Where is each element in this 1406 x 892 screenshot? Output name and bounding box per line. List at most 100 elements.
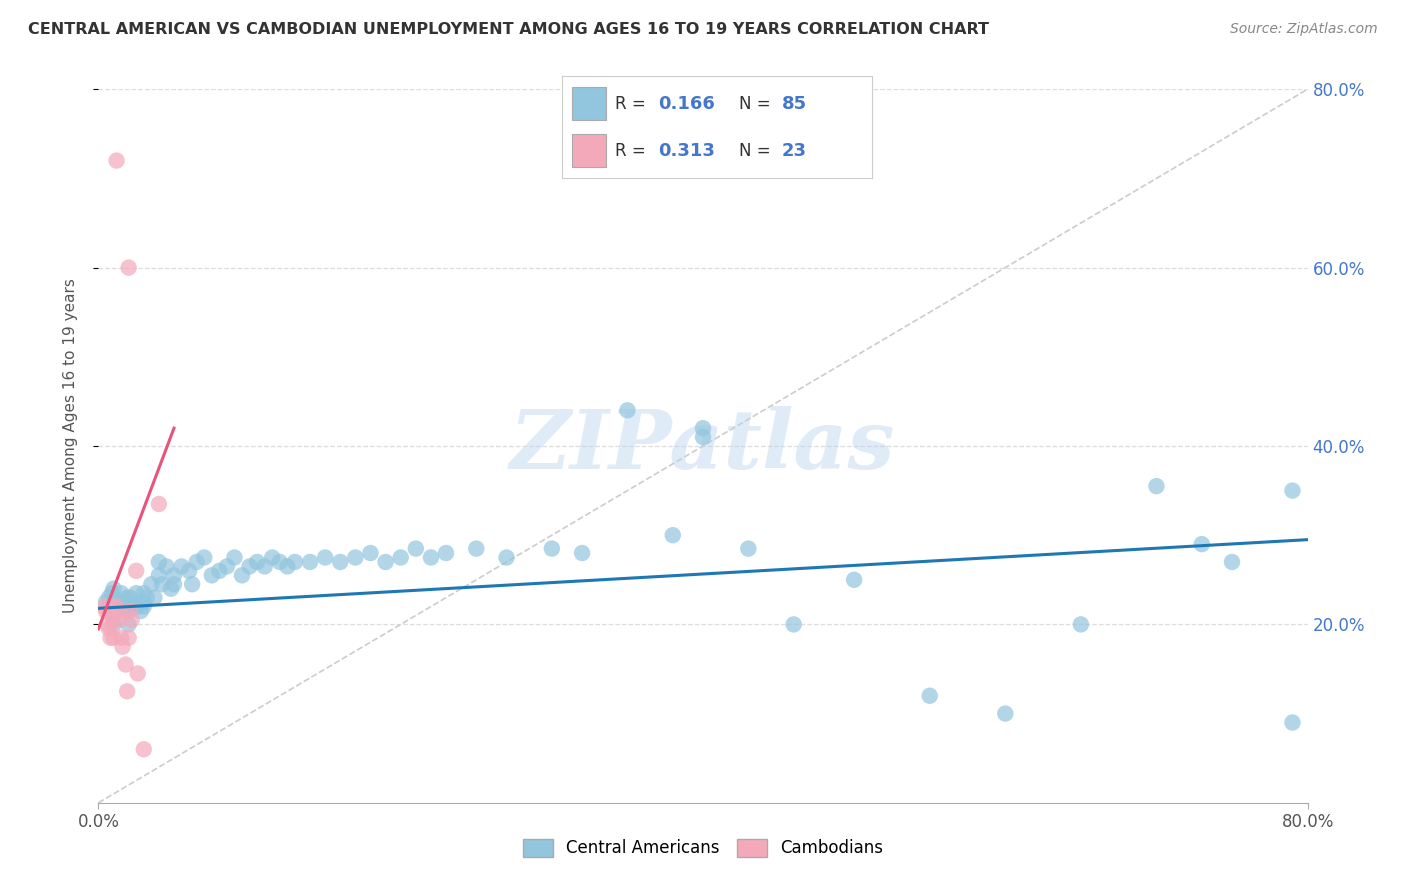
Point [262,550,284,565]
Point [344,550,367,565]
Point [215,559,238,574]
Point [918,689,941,703]
Point [111,640,134,654]
Point [103,599,125,614]
Point [1281,715,1303,730]
Point [155,559,177,574]
Point [129,604,152,618]
Point [115,591,138,605]
Text: 23: 23 [782,142,807,160]
Point [1281,483,1303,498]
Point [148,497,170,511]
Point [239,559,262,574]
Point [132,599,155,614]
Point [107,604,129,618]
Point [132,742,155,756]
Point [118,631,141,645]
Point [101,599,124,614]
Point [120,591,142,605]
Point [118,260,141,275]
Point [495,550,517,565]
Point [1191,537,1213,551]
Text: N =: N = [738,142,776,160]
Point [420,550,443,565]
Point [314,550,336,565]
Text: 0.313: 0.313 [658,142,716,160]
Text: N =: N = [738,95,776,112]
Point [148,555,170,569]
Point [224,550,246,565]
Point [121,613,143,627]
Point [662,528,685,542]
Point [179,564,201,578]
Point [150,577,173,591]
Point [111,599,134,614]
Point [121,595,143,609]
Point [465,541,488,556]
Point [132,595,155,609]
Point [1220,555,1243,569]
Point [692,421,714,435]
Point [186,555,208,569]
Point [160,582,183,596]
Point [118,617,141,632]
Legend: Central Americans, Cambodians: Central Americans, Cambodians [515,830,891,866]
Point [103,582,125,596]
Point [737,541,759,556]
Point [276,559,298,574]
Point [110,586,132,600]
Point [96,617,118,632]
Point [143,591,166,605]
Point [115,684,138,698]
Point [98,591,121,605]
Y-axis label: Unemployment Among Ages 16 to 19 years: Unemployment Among Ages 16 to 19 years [63,278,77,614]
Point [181,577,204,591]
Point [122,599,145,614]
Text: 0.166: 0.166 [658,95,716,112]
Point [103,608,125,623]
Point [692,430,714,444]
Point [163,577,186,591]
Point [94,604,117,618]
Point [105,153,128,168]
Point [127,666,149,681]
Point [125,564,148,578]
Point [1070,617,1092,632]
Point [783,617,806,632]
Point [118,604,141,618]
FancyBboxPatch shape [572,135,606,167]
Point [201,568,224,582]
Point [103,617,125,632]
Point [193,550,215,565]
Point [100,631,122,645]
Point [105,599,128,614]
Text: Source: ZipAtlas.com: Source: ZipAtlas.com [1230,22,1378,37]
Point [107,595,129,609]
Point [329,555,352,569]
Point [103,604,125,618]
Point [110,631,132,645]
Point [163,568,186,582]
Point [170,559,193,574]
Point [135,591,157,605]
Point [269,555,291,569]
Point [127,599,149,614]
Point [132,586,155,600]
Point [93,599,115,614]
Text: 85: 85 [782,95,807,112]
Point [118,599,141,614]
Point [1144,479,1167,493]
Point [208,564,231,578]
Point [120,604,142,618]
Point [125,586,148,600]
Point [114,657,136,672]
Point [103,613,125,627]
Point [108,613,131,627]
Text: CENTRAL AMERICAN VS CAMBODIAN UNEMPLOYMENT AMONG AGES 16 TO 19 YEARS CORRELATION: CENTRAL AMERICAN VS CAMBODIAN UNEMPLOYME… [28,22,988,37]
Point [389,550,412,565]
Point [148,568,170,582]
Point [405,541,427,556]
Point [616,403,638,417]
FancyBboxPatch shape [572,87,606,120]
Point [284,555,307,569]
